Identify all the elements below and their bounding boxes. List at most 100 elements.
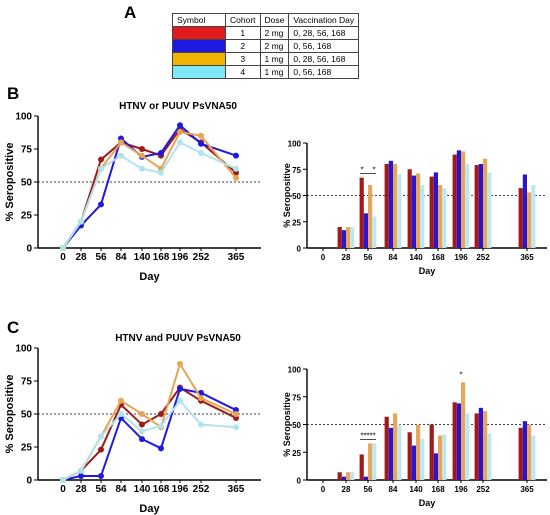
chart4-x-tick-label: 252 bbox=[476, 485, 490, 494]
chart3-point-cohort-1 bbox=[98, 446, 104, 453]
chart2-y-tick-label: 25 bbox=[292, 218, 301, 227]
chart4-y-tick-label: 0 bbox=[297, 477, 302, 486]
chart2-bar-cohort-1 bbox=[337, 227, 342, 248]
chart2-x-tick-label: 252 bbox=[476, 253, 490, 262]
chart2-bar-cohort-1 bbox=[474, 165, 479, 248]
chart1-y-tick-label: 75 bbox=[21, 145, 33, 156]
chart4-bar-cohort-3 bbox=[393, 413, 398, 480]
chart4-x-tick-label: 140 bbox=[409, 485, 423, 494]
chart2-y-tick-label: 50 bbox=[292, 192, 301, 201]
legend-cohort: 4 bbox=[225, 65, 261, 79]
chart1-point-cohort-3 bbox=[198, 132, 204, 139]
chart1-point-cohort-3 bbox=[233, 175, 239, 182]
chart1-x-tick-label: 196 bbox=[172, 252, 189, 263]
chart2-bar-cohort-4 bbox=[350, 227, 355, 248]
chart1-series-line-cohort-2 bbox=[62, 123, 237, 249]
chart4-bar-cohort-2 bbox=[522, 421, 527, 480]
chart4-bar-cohort-2 bbox=[433, 453, 438, 480]
chart2-bar-cohort-3 bbox=[461, 151, 466, 248]
chart3-x-tick-label: 140 bbox=[134, 484, 151, 495]
chart1-y-axis-label: % Seropositive bbox=[4, 143, 16, 222]
chart1-point-cohort-4 bbox=[98, 165, 104, 172]
chart4-bar-cohort-3 bbox=[368, 443, 373, 480]
chart3-y-tick-label: 50 bbox=[21, 410, 33, 421]
chart4-x-tick-label: 84 bbox=[389, 485, 398, 494]
chart2-bar-cohort-3 bbox=[393, 164, 398, 248]
legend-swatch bbox=[172, 26, 226, 40]
chart3-point-cohort-1 bbox=[139, 421, 145, 428]
chart4-bar-cohort-1 bbox=[518, 427, 523, 480]
chart2-bar-cohort-4 bbox=[420, 185, 425, 248]
chart2-bar-cohort-4 bbox=[465, 164, 470, 248]
chart2-x-tick-label: 140 bbox=[409, 253, 423, 262]
chart1-y-tick-label: 0 bbox=[26, 244, 32, 255]
chart1-point-cohort-1 bbox=[98, 156, 104, 163]
chart4-bar-cohort-2 bbox=[478, 407, 483, 480]
chart2-bar-cohort-1 bbox=[384, 164, 389, 248]
chart4-bar-cohort-1 bbox=[384, 416, 389, 480]
chart3-point-cohort-2 bbox=[78, 473, 84, 480]
panel-label-a: A bbox=[124, 3, 137, 22]
chart4-bar-cohort-2 bbox=[363, 476, 368, 480]
chart3-series-line-cohort-4 bbox=[62, 399, 237, 481]
chart1-point-cohort-2 bbox=[158, 149, 164, 156]
chart4-y-tick-label: 75 bbox=[292, 393, 301, 402]
legend-swatch bbox=[172, 39, 226, 53]
chart1-point-cohort-4 bbox=[177, 139, 183, 146]
chart2-x-tick-label: 365 bbox=[520, 253, 534, 262]
chart2-y-tick-label: 75 bbox=[292, 166, 301, 175]
chart4-y-tick-label: 100 bbox=[288, 366, 302, 375]
chart1-x-tick-label: 252 bbox=[193, 252, 210, 263]
chart1-title: HTNV or PUUV PsVNA50 bbox=[119, 101, 237, 112]
chart3-point-cohort-4 bbox=[139, 428, 145, 435]
chart3-point-cohort-3 bbox=[139, 411, 145, 417]
chart3-point-cohort-4 bbox=[233, 424, 239, 431]
chart3-point-cohort-4 bbox=[98, 433, 104, 440]
legend-swatch bbox=[172, 65, 226, 79]
chart2-y-tick-label: 100 bbox=[288, 140, 302, 149]
chart4-bar-cohort-4 bbox=[420, 438, 425, 480]
chart3-x-tick-label: 365 bbox=[228, 484, 245, 495]
chart4-bar-cohort-2 bbox=[456, 403, 461, 480]
legend-swatch bbox=[172, 52, 226, 66]
chart3-x-tick-label: 28 bbox=[75, 484, 87, 495]
chart4-bar-cohort-3 bbox=[527, 424, 532, 480]
chart1-y-tick-label: 100 bbox=[15, 112, 32, 123]
chart4-bar-cohort-1 bbox=[407, 432, 412, 480]
chart1-x-tick-label: 84 bbox=[115, 252, 127, 263]
chart2-bar-cohort-4 bbox=[442, 188, 447, 248]
chart3-point-cohort-2 bbox=[158, 445, 164, 452]
chart4-bar-cohort-2 bbox=[411, 445, 416, 480]
chart2-bar-cohort-1 bbox=[359, 177, 364, 248]
chart1-y-tick-label: 25 bbox=[21, 211, 33, 222]
chart4-x-tick-label: 0 bbox=[321, 485, 326, 494]
chart2-bar-cohort-3 bbox=[527, 192, 532, 248]
chart4-bar-cohort-3 bbox=[416, 424, 421, 480]
chart1-point-cohort-4 bbox=[139, 165, 145, 172]
chart2-x-tick-label: 196 bbox=[454, 253, 468, 262]
chart3-x-tick-label: 168 bbox=[153, 484, 170, 495]
chart3-point-cohort-3 bbox=[177, 360, 183, 367]
panel-label-c: C bbox=[7, 318, 20, 337]
chart3-x-tick-label: 56 bbox=[95, 484, 107, 495]
chart3-point-cohort-4 bbox=[78, 467, 84, 474]
chart2-bar-cohort-2 bbox=[388, 160, 393, 248]
chart1-point-cohort-2 bbox=[98, 201, 104, 208]
chart2-significance-star: * bbox=[372, 166, 375, 175]
chart2-bar-cohort-3 bbox=[483, 158, 488, 248]
chart3-point-cohort-1 bbox=[158, 411, 164, 417]
chart4-bar-cohort-4 bbox=[350, 472, 355, 480]
chart4-bar-cohort-1 bbox=[452, 402, 457, 480]
chart3-y-tick-label: 25 bbox=[21, 443, 33, 454]
chart2-bar-cohort-3 bbox=[416, 173, 421, 248]
chart2-bar-cohort-2 bbox=[341, 230, 346, 248]
chart1-point-cohort-1 bbox=[139, 146, 145, 152]
chart2-x-axis-label: Day bbox=[419, 266, 436, 276]
chart3-point-cohort-3 bbox=[233, 411, 239, 417]
chart1-point-cohort-4 bbox=[78, 218, 84, 225]
chart2-bar-cohort-2 bbox=[478, 164, 483, 248]
chart4-bar-cohort-4 bbox=[465, 413, 470, 480]
chart3-x-tick-label: 196 bbox=[172, 484, 189, 495]
